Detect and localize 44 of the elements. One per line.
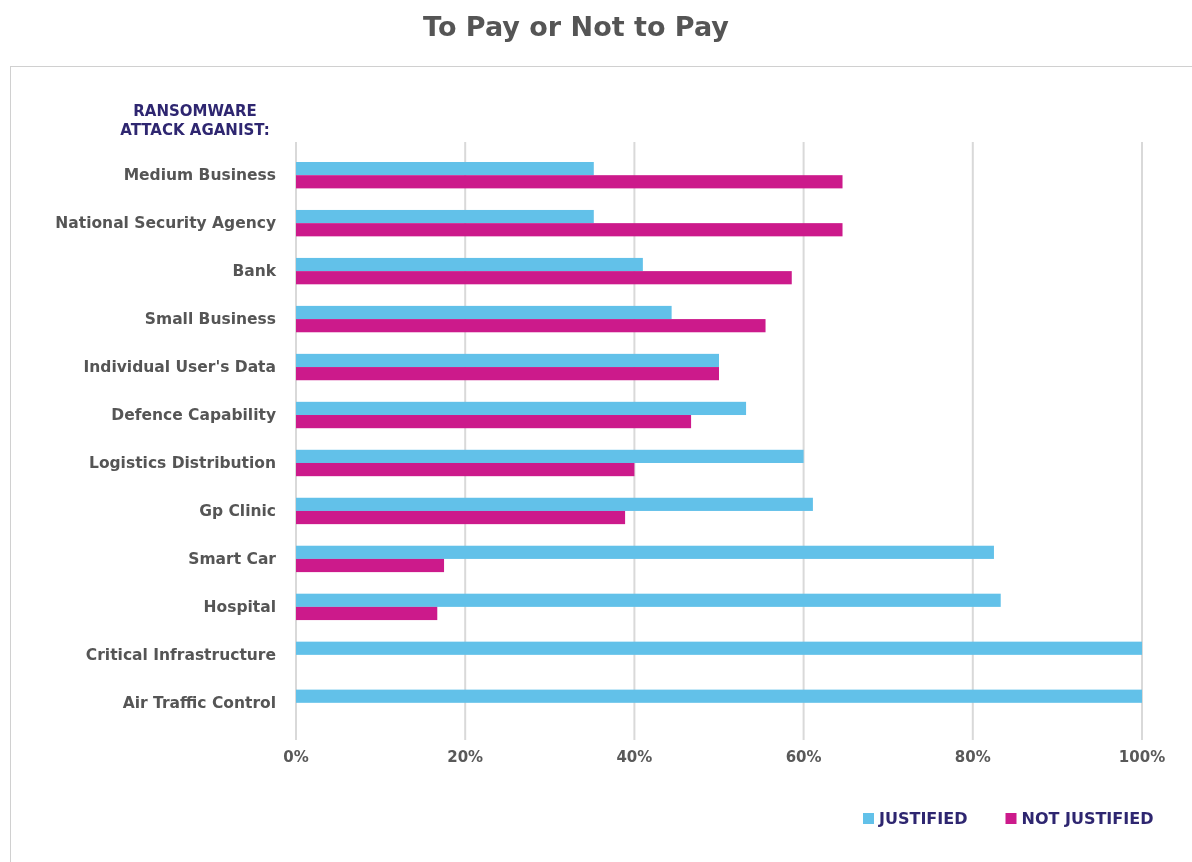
y-tick-label: Gp Clinic	[199, 501, 276, 520]
bar	[296, 462, 635, 477]
y-tick-label: Logistics Distribution	[89, 453, 276, 472]
bar	[296, 257, 643, 272]
bar	[296, 545, 994, 559]
x-tick-label: 60%	[785, 748, 822, 766]
bar	[296, 367, 719, 381]
legend-label: JUSTIFIED	[878, 809, 968, 828]
bar	[296, 449, 804, 463]
y-tick-label: Smart Car	[188, 549, 277, 568]
bar	[296, 593, 1001, 607]
bar	[296, 641, 1142, 655]
bar	[296, 497, 813, 511]
bar	[296, 161, 594, 176]
x-tick-label: 40%	[616, 748, 653, 766]
bar	[296, 271, 792, 285]
bar	[296, 209, 594, 224]
bar	[296, 175, 843, 189]
x-tick-label: 80%	[954, 748, 991, 766]
y-tick-label: Defence Capability	[111, 406, 276, 425]
bar	[296, 606, 438, 621]
chart-title: To Pay or Not to Pay	[423, 11, 730, 42]
y-tick-label: National Security Agency	[55, 214, 276, 233]
legend-label: NOT JUSTIFIED	[1021, 809, 1154, 828]
x-tick-label: 0%	[283, 748, 309, 766]
y-tick-label: Small Business	[144, 310, 276, 329]
bar	[296, 223, 843, 237]
x-tick-label: 20%	[447, 748, 484, 766]
x-tick-label: 100%	[1118, 748, 1166, 766]
y-tick-label: Air Traffic Control	[122, 693, 276, 712]
bar	[296, 510, 626, 525]
y-tick-label: Critical Infrastructure	[85, 645, 276, 664]
bar	[296, 415, 692, 429]
y-tick-label: Medium Business	[123, 166, 276, 185]
bar	[296, 353, 719, 368]
y-tick-label: Individual User's Data	[83, 358, 276, 377]
bar	[296, 401, 747, 416]
bar	[296, 558, 445, 573]
y-axis-title: RANSOMWARE ATTACK AGANIST:	[120, 102, 270, 139]
bar	[296, 319, 766, 333]
bar	[296, 305, 672, 320]
y-tick-label: Bank	[232, 262, 277, 281]
y-tick-label: Hospital	[203, 597, 276, 616]
bar	[296, 689, 1142, 703]
